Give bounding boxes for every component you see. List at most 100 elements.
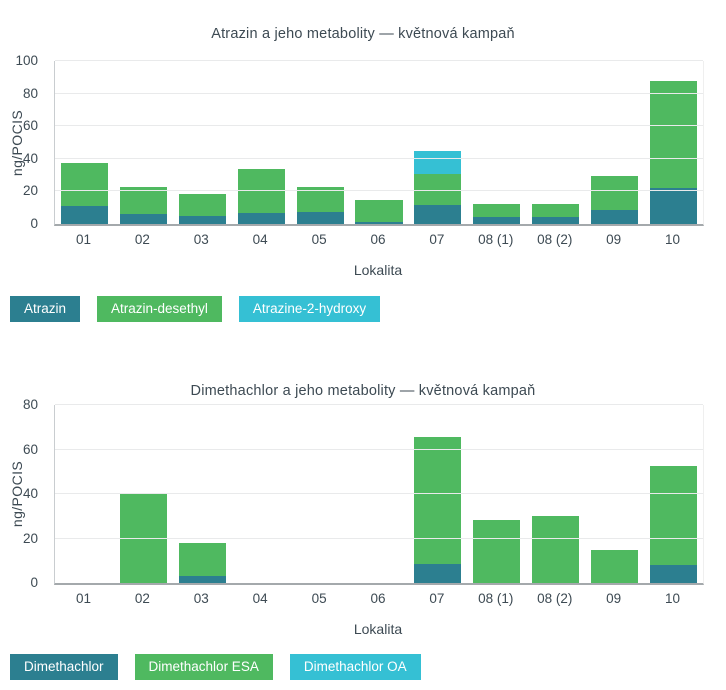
- bar-segment: [414, 205, 462, 224]
- bar-column: [55, 61, 114, 224]
- y-tick-label: 20: [22, 530, 38, 546]
- bar-segment: [591, 210, 639, 224]
- bar-segment: [414, 151, 462, 175]
- x-tick-label: 05: [311, 591, 327, 606]
- x-tick-label: 10: [665, 591, 681, 606]
- x-tick-label: 06: [370, 591, 386, 606]
- y-axis-ticks: 0 20 40 60 80 100: [0, 53, 46, 231]
- bar-segment: [119, 187, 167, 215]
- x-tick-label: 08 (2): [537, 591, 573, 606]
- legend-item-dimethachlor[interactable]: Dimethachlor: [10, 654, 118, 680]
- x-tick-label: 08 (1): [478, 591, 514, 606]
- bar-segment: [237, 213, 285, 224]
- bar-column: [232, 405, 291, 583]
- bar-segment: [296, 187, 344, 212]
- bar-segment: [649, 81, 698, 189]
- bar-column: [526, 405, 585, 583]
- bar-segment: [591, 175, 639, 211]
- bar-segment: [355, 199, 403, 222]
- x-tick-label: 03: [193, 591, 209, 606]
- x-axis-title: Lokalita: [353, 621, 403, 637]
- bar-segment: [237, 169, 285, 214]
- x-tick-label: 08 (1): [478, 232, 514, 247]
- bar-column: [467, 405, 526, 583]
- gridline: [55, 537, 703, 539]
- x-tick-label: 02: [134, 591, 150, 606]
- x-tick-label: 04: [252, 232, 268, 247]
- gridline: [55, 190, 703, 192]
- bar-column: [644, 61, 703, 224]
- legend-item-dimethachlor-esa[interactable]: Dimethachlor ESA: [134, 654, 273, 680]
- bar-segment: [119, 494, 167, 583]
- y-tick-label: 80: [22, 397, 38, 412]
- bar-column: [291, 61, 350, 224]
- chart-title: Dimethachlor a jeho metabolity — květnov…: [190, 383, 536, 400]
- y-tick-label: 0: [30, 575, 38, 590]
- chart-title: Atrazin a jeho metabolity — květnová kam…: [211, 26, 515, 43]
- x-axis-ticks: 01 02 03 04 05 06 07 08 (1) 08 (2) 09 10: [54, 232, 702, 247]
- bar-segment: [355, 221, 403, 224]
- legend: Dimethachlor Dimethachlor ESA Dimethachlor…: [10, 654, 421, 680]
- bar-segment: [649, 188, 698, 224]
- bar-segment: [532, 217, 580, 224]
- bar-segment: [60, 162, 109, 207]
- bar-column: [467, 61, 526, 224]
- bars: [55, 405, 703, 583]
- bar-segment: [473, 519, 521, 583]
- bar-segment: [414, 174, 462, 206]
- bar-column: [114, 61, 173, 224]
- legend-item-atrazin-desethyl[interactable]: Atrazin-desethyl: [97, 296, 222, 322]
- plot-area: [54, 60, 704, 226]
- y-tick-label: 100: [15, 53, 38, 68]
- y-tick-label: 0: [30, 216, 38, 231]
- bar-segment: [473, 204, 521, 217]
- bar-segment: [414, 564, 462, 583]
- bar-column: [408, 405, 467, 583]
- gridline: [55, 60, 703, 61]
- gridline: [55, 404, 703, 405]
- bar-segment: [414, 437, 462, 565]
- bar-column: [350, 61, 409, 224]
- x-axis-title: Lokalita: [353, 262, 403, 278]
- bar-column: [291, 405, 350, 583]
- x-tick-label: 01: [75, 591, 91, 606]
- y-tick-label: 80: [22, 85, 38, 101]
- bar-segment: [178, 215, 226, 224]
- bar-column: [408, 61, 467, 224]
- y-tick-label: 40: [22, 150, 38, 166]
- legend-item-atrazine-2-hydroxy[interactable]: Atrazine-2-hydroxy: [238, 296, 381, 322]
- x-axis-ticks: 01 02 03 04 05 06 07 08 (1) 08 (2) 09 10: [54, 591, 702, 606]
- x-tick-label: 07: [429, 232, 445, 247]
- legend-item-dimethachlor-oa[interactable]: Dimethachlor OA: [289, 654, 421, 680]
- y-tick-label: 20: [22, 183, 38, 199]
- bar-segment: [591, 549, 639, 583]
- bar-segment: [178, 576, 226, 583]
- x-tick-label: 03: [193, 232, 209, 247]
- legend-item-atrazin[interactable]: Atrazin: [10, 296, 81, 322]
- x-tick-label: 09: [606, 591, 622, 606]
- y-tick-label: 60: [22, 118, 38, 134]
- chart-atrazin: Atrazin a jeho metabolity — květnová kam…: [0, 26, 704, 322]
- gridline: [55, 157, 703, 159]
- x-tick-label: 01: [75, 232, 91, 247]
- bars: [55, 61, 703, 224]
- bar-column: [350, 405, 409, 583]
- bar-column: [526, 61, 585, 224]
- bar-segment: [473, 216, 521, 224]
- bar-column: [585, 405, 644, 583]
- bar-segment: [649, 466, 698, 566]
- y-tick-label: 40: [22, 486, 38, 501]
- x-tick-label: 08 (2): [537, 232, 573, 247]
- y-tick-label: 60: [22, 441, 38, 457]
- plot-area: [54, 404, 704, 585]
- bar-segment: [296, 211, 344, 224]
- bar-column: [173, 405, 232, 583]
- bar-segment: [649, 565, 698, 583]
- bar-segment: [532, 204, 580, 218]
- bar-segment: [60, 206, 109, 224]
- chart-dimethachlor: Dimethachlor a jeho metabolity — květnov…: [0, 345, 726, 690]
- x-tick-label: 10: [665, 232, 681, 247]
- gridline: [55, 448, 703, 450]
- bar-column: [585, 61, 644, 224]
- bar-segment: [532, 516, 580, 583]
